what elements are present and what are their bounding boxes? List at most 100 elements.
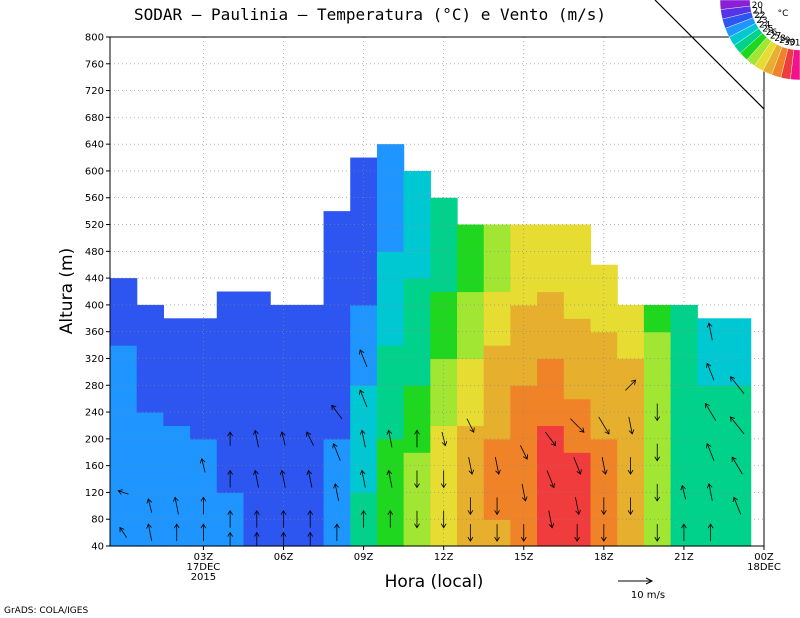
colorbar-level: 23: [756, 16, 767, 26]
temperature-cell: [110, 412, 138, 427]
temperature-cell: [376, 278, 405, 293]
temperature-cell: [323, 304, 351, 319]
temperature-cell: [563, 251, 592, 266]
temperature-cell: [136, 425, 164, 440]
wind-arrow: [441, 431, 448, 447]
temperature-cell: [483, 358, 511, 373]
temperature-cell: [323, 318, 351, 333]
temperature-cell: [723, 385, 752, 400]
temperature-cell: [670, 492, 698, 507]
y-tick-label: 720: [85, 86, 104, 97]
temperature-cell: [510, 452, 538, 467]
temperature-cell: [723, 318, 752, 333]
temperature-cell: [403, 452, 431, 467]
temperature-cell: [376, 237, 405, 252]
temperature-cell: [216, 358, 245, 373]
x-tick-date: 18DEC: [747, 562, 781, 573]
temperature-cell: [430, 385, 458, 400]
temperature-cell: [270, 425, 298, 440]
corner-diagonal: [654, 0, 765, 110]
temperature-cell: [110, 331, 138, 346]
wind-arrow: [520, 524, 527, 542]
temperature-cell: [323, 331, 351, 346]
temperature-cell: [110, 371, 138, 386]
temperature-cell: [110, 318, 138, 333]
wind-arrow: [227, 509, 233, 528]
wind-arrow: [705, 362, 715, 381]
temperature-cell: [430, 237, 458, 252]
temperature-cell: [430, 412, 458, 427]
temperature-cell: [403, 224, 431, 239]
temperature-cell: [323, 371, 351, 386]
y-tick-label: 800: [85, 33, 104, 44]
temperature-cell: [483, 385, 511, 400]
temperature-cell: [563, 304, 592, 319]
temperature-cell: [376, 398, 405, 413]
temperature-cell: [430, 452, 458, 467]
temperature-cell: [270, 479, 298, 494]
temperature-cell: [376, 492, 405, 507]
wind-arrow: [575, 497, 581, 516]
temperature-cell: [670, 425, 698, 440]
wind-arrow: [440, 470, 447, 489]
temperature-cell: [350, 532, 378, 547]
temperature-cell: [350, 157, 378, 172]
temperature-cell: [136, 438, 164, 453]
temperature-cell: [457, 412, 485, 427]
temperature-cell: [350, 237, 378, 252]
temperature-cell: [457, 264, 485, 279]
temperature-cell: [163, 425, 191, 440]
temperature-cell: [376, 170, 405, 185]
temperature-cell: [163, 452, 191, 467]
wind-arrow: [466, 418, 475, 433]
temperature-cell: [270, 492, 298, 507]
temperature-cell: [537, 398, 565, 413]
temperature-cell: [617, 532, 645, 547]
y-tick-label: 680: [85, 113, 104, 124]
temperature-cell: [670, 385, 698, 400]
temperature-cell: [403, 184, 431, 199]
x-tick-year: 2015: [191, 572, 216, 583]
temperature-cell: [270, 371, 298, 386]
colorbar-level: 30: [784, 38, 796, 48]
x-tick-label: 03Z: [194, 552, 214, 563]
temperature-cell: [697, 452, 725, 467]
temperature-cell: [537, 278, 565, 293]
temperature-cell: [430, 264, 458, 279]
temperature-cell: [376, 331, 405, 346]
temperature-cell: [323, 358, 351, 373]
temperature-cell: [323, 505, 351, 520]
temperature-cell: [697, 331, 725, 346]
temperature-cell: [430, 278, 458, 293]
temperature-cell: [643, 358, 672, 373]
temperature-cell: [537, 438, 565, 453]
temperature-cell: [163, 479, 191, 494]
temperature-cell: [670, 452, 698, 467]
temperature-cell: [323, 278, 351, 293]
wind-arrow: [333, 483, 339, 501]
x-tick-label: 00Z: [754, 552, 774, 563]
temperature-cell: [136, 505, 164, 520]
temperature-cell: [590, 385, 618, 400]
wind-arrow: [119, 526, 128, 538]
temperature-cell: [376, 358, 405, 373]
wind-arrow: [146, 498, 153, 513]
temperature-field: [110, 144, 752, 547]
temperature-cell: [483, 224, 511, 239]
temperature-cell: [670, 479, 698, 494]
temperature-cell: [136, 412, 164, 427]
temperature-cell: [243, 385, 271, 400]
temperature-cell: [296, 438, 325, 453]
temperature-cell: [376, 144, 405, 159]
temperature-cell: [617, 479, 645, 494]
wind-arrow: [279, 469, 286, 488]
colorbar-level: 31: [789, 39, 800, 49]
temperature-cell: [296, 318, 325, 333]
wind-arrow: [360, 509, 367, 528]
temperature-cell: [457, 358, 485, 373]
temperature-cell: [563, 237, 592, 252]
temperature-cell: [243, 331, 271, 346]
colorbar-level: 25: [762, 25, 773, 35]
wind-arrow: [654, 483, 661, 502]
